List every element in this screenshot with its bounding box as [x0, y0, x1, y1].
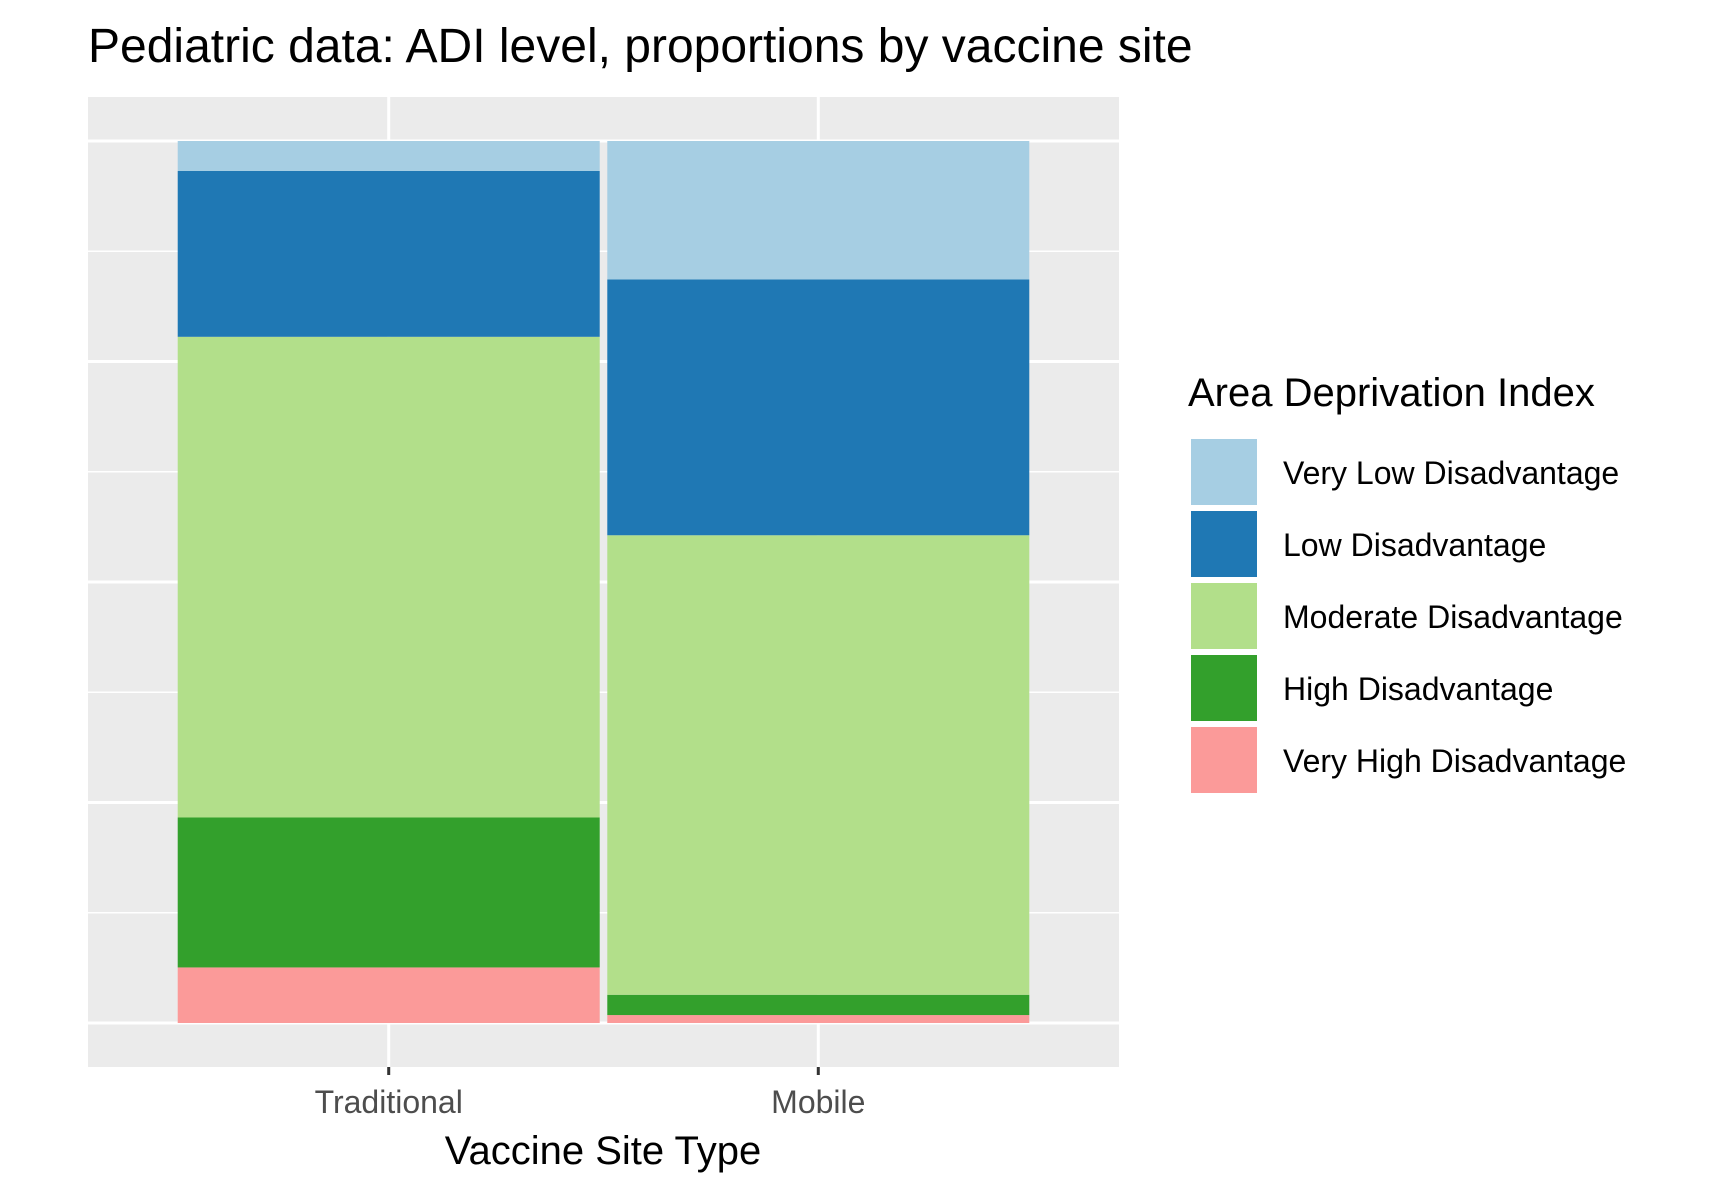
bar-segment-traditional-moderate-disadvantage [177, 336, 600, 818]
x-axis-title: Vaccine Site Type [445, 1129, 761, 1173]
legend-key-moderate-disadvantage [1189, 581, 1259, 651]
bar-segment-mobile-very-low-disadvantage [607, 141, 1030, 280]
x-tick-label: Mobile [771, 1084, 865, 1120]
bars [177, 141, 1030, 1023]
bar-segment-traditional-very-high-disadvantage [177, 967, 600, 1023]
legend-label: High Disadvantage [1283, 671, 1553, 707]
chart-title: Pediatric data: ADI level, proportions b… [88, 20, 1193, 73]
bar-segment-traditional-low-disadvantage [177, 170, 600, 337]
legend-label: Very Low Disadvantage [1283, 455, 1619, 491]
legend-label: Very High Disadvantage [1283, 743, 1626, 779]
x-axis: Traditional Mobile [315, 1067, 865, 1120]
bar-segment-mobile-very-high-disadvantage [607, 1015, 1030, 1023]
legend-key-very-high-disadvantage [1189, 725, 1259, 795]
bar-segment-mobile-moderate-disadvantage [607, 535, 1030, 995]
legend-key-high-disadvantage [1189, 653, 1259, 723]
legend-label: Low Disadvantage [1283, 527, 1546, 563]
legend: Area Deprivation Index Very Low Disadvan… [1188, 371, 1626, 795]
bar-segment-mobile-high-disadvantage [607, 994, 1030, 1016]
legend-key-very-low-disadvantage [1189, 437, 1259, 507]
bar-segment-traditional-high-disadvantage [177, 817, 600, 968]
legend-label: Moderate Disadvantage [1283, 599, 1623, 635]
bar-segment-traditional-very-low-disadvantage [177, 141, 600, 171]
x-tick-label: Traditional [315, 1084, 463, 1120]
legend-title: Area Deprivation Index [1188, 371, 1595, 415]
bar-segment-mobile-low-disadvantage [607, 279, 1030, 536]
legend-key-low-disadvantage [1189, 509, 1259, 579]
